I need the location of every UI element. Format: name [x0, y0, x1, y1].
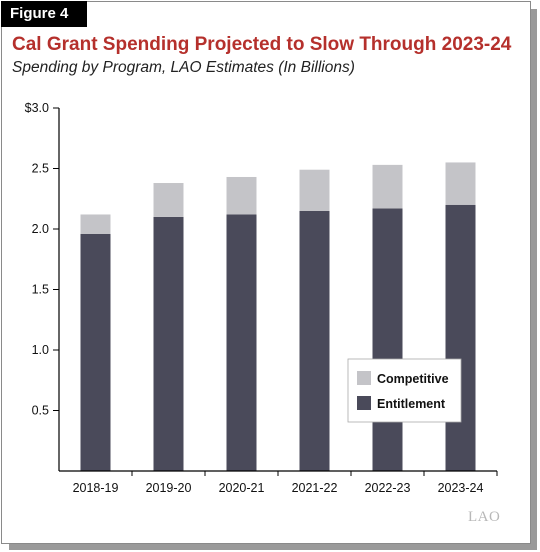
bar-competitive-2022-23 — [372, 164, 403, 209]
figure-label: Figure 4 — [1, 1, 87, 27]
bar-entitlement-2021-22 — [299, 210, 330, 471]
bar-competitive-2019-20 — [153, 183, 184, 217]
y-tick-label: $3.0 — [25, 101, 49, 115]
lao-logo: LAO — [468, 509, 501, 525]
x-tick-label: 2022-23 — [365, 481, 411, 495]
bar-competitive-2018-19 — [80, 214, 111, 234]
bars-group — [80, 162, 476, 472]
bar-entitlement-2018-19 — [80, 233, 111, 471]
x-tick-label: 2019-20 — [146, 481, 192, 495]
legend-label-entitlement: Entitlement — [377, 397, 446, 411]
bar-entitlement-2023-24 — [445, 204, 476, 472]
y-tick-label: 2.5 — [32, 162, 49, 176]
bar-entitlement-2020-21 — [226, 214, 257, 472]
legend-swatch-competitive — [357, 371, 371, 385]
bar-competitive-2021-22 — [299, 169, 330, 211]
y-tick-label: 1.5 — [32, 283, 49, 297]
legend-box — [347, 358, 462, 423]
bar-competitive-2020-21 — [226, 176, 257, 215]
y-tick-label: 0.5 — [32, 404, 49, 418]
legend-label-competitive: Competitive — [377, 372, 449, 386]
bar-entitlement-2019-20 — [153, 216, 184, 471]
axes-group: 0.5 1.0 1.5 2.0 2.5 $3.0 2018-19 2019-20 2020-21… — [25, 101, 498, 495]
x-tick-label: 2021-22 — [292, 481, 338, 495]
x-tick-label: 2018-19 — [73, 481, 119, 495]
y-tick-label: 1.0 — [32, 343, 49, 357]
x-tick-label: 2020-21 — [219, 481, 265, 495]
chart-subtitle: Spending by Program, LAO Estimates (In B… — [12, 59, 355, 76]
frame-shadow-bottom — [9, 544, 537, 550]
frame-shadow-right — [531, 9, 537, 550]
bar-competitive-2023-24 — [445, 162, 476, 205]
bar-entitlement-2022-23 — [372, 208, 403, 471]
y-tick-label: 2.0 — [32, 222, 49, 236]
legend: Competitive Entitlement — [347, 358, 462, 423]
x-tick-label: 2023-24 — [438, 481, 484, 495]
chart-title: Cal Grant Spending Projected to Slow Thr… — [12, 34, 512, 55]
legend-swatch-entitlement — [357, 396, 371, 410]
